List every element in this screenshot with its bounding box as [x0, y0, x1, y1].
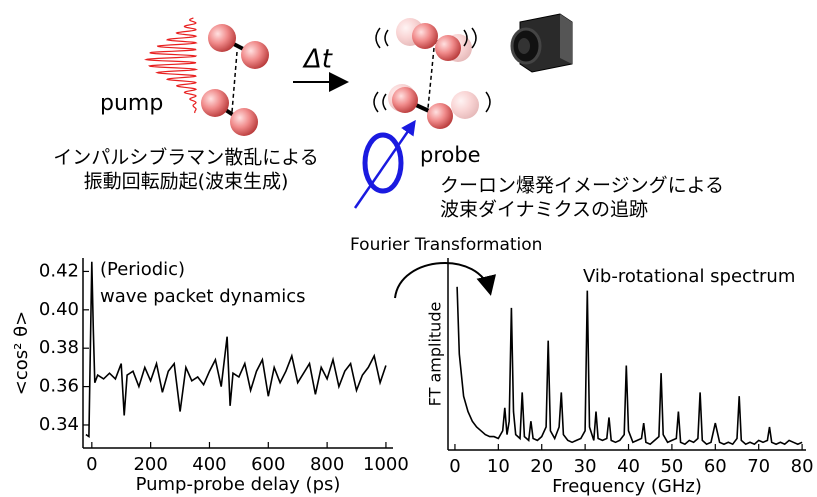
y-axis-label: FT amplitude	[426, 302, 445, 407]
transform-arrow	[395, 263, 490, 298]
x-tick-label: 40	[617, 456, 640, 477]
imaging-text: 波束ダイナミクスの追跡	[440, 199, 648, 221]
x-tick-label: 200	[133, 454, 167, 475]
excitation-text: インパルシブラマン散乱による	[53, 146, 318, 169]
x-tick-label: 800	[310, 454, 344, 475]
y-tick-label: 0.34	[39, 414, 79, 435]
excitation-text: 振動回転励起(波束生成)	[84, 171, 289, 193]
x-tick-label: 0	[449, 456, 460, 477]
x-tick-label: 20	[530, 456, 553, 477]
molecules-initial	[201, 24, 269, 136]
x-axis-label: Pump-probe delay (ps)	[136, 474, 341, 495]
x-tick-label: 1000	[363, 454, 409, 475]
delay-label: Δt	[302, 45, 333, 75]
x-tick-label: 400	[192, 454, 226, 475]
molecules-probed	[374, 18, 490, 129]
x-tick-label: 70	[747, 456, 770, 477]
y-axis-label: <cos² θ>	[11, 311, 32, 395]
annotation: (Periodic)	[100, 259, 185, 280]
x-tick-label: 0	[86, 454, 97, 475]
figure: Δt pump probe インパルシブラマン散乱による 振動回転励起(波束生成…	[0, 0, 817, 497]
probe-label: probe	[420, 143, 481, 167]
data-line	[457, 287, 802, 444]
probe-polarization	[355, 124, 413, 208]
pump-label: pump	[100, 91, 163, 116]
y-tick-label: 0.42	[39, 260, 79, 281]
x-tick-label: 50	[660, 456, 683, 477]
annotation: wave packet dynamics	[100, 286, 306, 307]
x-tick-label: 10	[487, 456, 510, 477]
y-tick-label: 0.36	[39, 376, 79, 397]
x-tick-label: 600	[251, 454, 285, 475]
x-axis-label: Frequency (GHz)	[552, 476, 702, 497]
y-tick-label: 0.38	[39, 337, 79, 358]
x-tick-label: 60	[704, 456, 727, 477]
camera	[512, 14, 572, 72]
y-tick-label: 0.40	[39, 299, 79, 320]
annotation: Vib-rotational spectrum	[583, 266, 795, 287]
x-tick-label: 30	[574, 456, 597, 477]
x-tick-label: 80	[791, 456, 814, 477]
transform-label: Fourier Transformation	[350, 235, 542, 255]
imaging-text: クーロン爆発イメージングによる	[440, 175, 724, 197]
